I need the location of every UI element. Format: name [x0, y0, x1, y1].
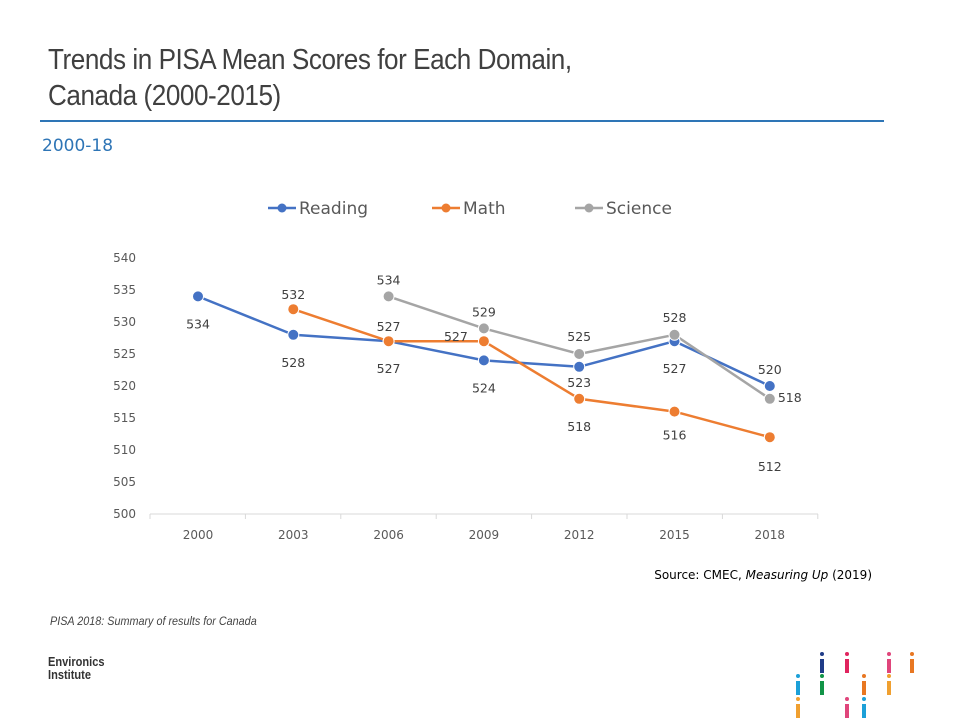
legend-marker-science	[584, 203, 594, 213]
reading-data-label: 534	[186, 316, 210, 331]
y-tick-label: 515	[113, 411, 136, 425]
math-data-label: 512	[758, 459, 782, 474]
logo-stem	[796, 681, 800, 695]
logo-dot	[887, 674, 891, 678]
legend-label-math: Math	[463, 199, 506, 219]
science-point	[477, 322, 490, 335]
reading-data-label: 520	[758, 362, 782, 377]
logo-stem	[820, 659, 824, 673]
logo-dot	[845, 697, 849, 701]
math-point	[287, 303, 300, 316]
science-point	[573, 348, 586, 360]
y-tick-label: 530	[113, 315, 136, 329]
y-tick-label: 505	[113, 475, 136, 489]
x-tick-label: 2000	[183, 528, 214, 542]
logo-dot	[845, 652, 849, 656]
logo-line-1: Environics	[48, 654, 105, 669]
legend-label-science: Science	[606, 199, 672, 219]
science-data-label: 518	[778, 390, 802, 405]
footnote: PISA 2018: Summary of results for Canada	[50, 614, 257, 628]
science-point	[382, 290, 395, 303]
y-tick-label: 535	[113, 283, 136, 297]
title-divider	[40, 120, 884, 122]
x-tick-label: 2006	[373, 528, 404, 542]
y-tick-label: 510	[113, 443, 136, 457]
science-data-label: 525	[567, 329, 591, 344]
logo-dot	[887, 652, 891, 656]
logo-stem	[862, 704, 866, 718]
x-tick-label: 2018	[755, 528, 786, 542]
reading-point	[287, 328, 300, 341]
reading-data-label: 523	[567, 375, 591, 390]
decorative-i-pattern-icon	[796, 652, 914, 718]
logo-stem	[845, 704, 849, 718]
math-point	[573, 392, 586, 405]
math-point	[668, 405, 681, 418]
science-data-label: 529	[472, 304, 496, 319]
logo-stem	[796, 704, 800, 718]
x-tick-label: 2003	[278, 528, 309, 542]
y-tick-label: 520	[113, 379, 136, 393]
math-point	[763, 431, 776, 444]
legend-marker-math	[441, 203, 451, 213]
logo-dot	[862, 674, 866, 678]
logo-stem	[887, 681, 891, 695]
science-data-label: 534	[377, 272, 401, 287]
subtitle: 2000-18	[42, 136, 114, 156]
math-line	[292, 308, 771, 439]
reading-point	[573, 360, 586, 373]
reading-data-label: 524	[472, 380, 496, 395]
logo-stem	[820, 681, 824, 695]
reading-data-label: 527	[377, 361, 401, 376]
math-data-label: 532	[281, 287, 305, 302]
x-tick-label: 2012	[564, 528, 595, 542]
math-data-label: 518	[567, 419, 591, 434]
logo-dot	[796, 697, 800, 701]
logo-dot	[820, 652, 824, 656]
legend-marker-reading	[277, 203, 287, 213]
reading-data-label: 528	[281, 355, 305, 370]
math-point	[477, 335, 490, 348]
logo-line-2: Institute	[48, 667, 91, 682]
source-suffix: (2019)	[828, 568, 872, 582]
logo-stem	[910, 659, 914, 673]
logo-dot	[796, 674, 800, 678]
legend-label-reading: Reading	[299, 199, 368, 219]
source-prefix: Source: CMEC,	[654, 568, 746, 582]
title-line-1: Trends in PISA Mean Scores for Each Doma…	[48, 44, 572, 76]
y-tick-label: 500	[113, 507, 136, 521]
math-point	[382, 335, 395, 348]
x-tick-label: 2015	[659, 528, 690, 542]
logo-dot	[862, 697, 866, 701]
reading-point	[763, 380, 776, 392]
math-data-label: 527	[444, 329, 468, 344]
slide-title: Trends in PISA Mean Scores for Each Doma…	[48, 42, 572, 114]
math-data-label: 527	[377, 319, 401, 334]
logo-stem	[862, 681, 866, 695]
reading-point	[477, 354, 490, 367]
y-tick-label: 525	[113, 347, 136, 361]
title-line-2: Canada (2000-2015)	[48, 80, 281, 112]
logo-stem	[887, 659, 891, 673]
logo-dot	[820, 674, 824, 678]
science-point	[668, 328, 681, 341]
y-tick-label: 540	[113, 251, 136, 265]
science-point	[763, 392, 776, 405]
logo-dot	[910, 652, 914, 656]
math-data-label: 516	[663, 428, 687, 443]
reading-point	[192, 290, 204, 303]
reading-data-label: 527	[663, 361, 687, 376]
logo-stem	[845, 659, 849, 673]
environics-logo: Environics Institute	[48, 655, 104, 681]
science-data-label: 528	[663, 310, 687, 325]
source-note: Source: CMEC, Measuring Up (2019)	[654, 568, 872, 582]
source-work: Measuring Up	[745, 568, 829, 582]
x-tick-label: 2009	[469, 528, 500, 542]
